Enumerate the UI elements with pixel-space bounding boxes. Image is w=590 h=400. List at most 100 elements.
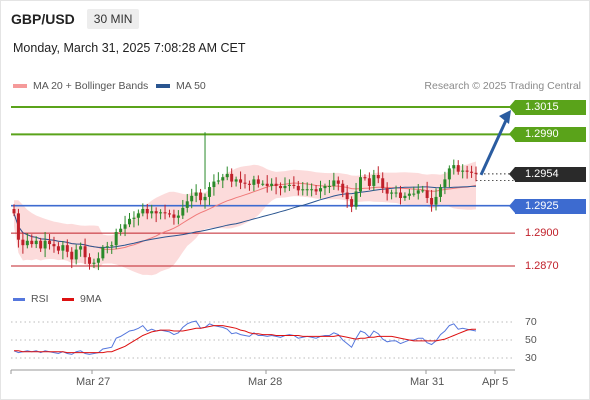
candle-body bbox=[323, 185, 327, 189]
candle-body bbox=[465, 170, 469, 172]
x-axis bbox=[10, 369, 515, 374]
candle-body bbox=[190, 195, 194, 202]
candle-body bbox=[163, 212, 167, 214]
candle-body bbox=[403, 195, 407, 199]
candle-body bbox=[310, 189, 314, 191]
ma20-swatch bbox=[13, 84, 27, 88]
candle-body bbox=[159, 212, 163, 214]
candle-body bbox=[385, 188, 389, 194]
projection-arrow bbox=[479, 110, 511, 176]
candle-body bbox=[434, 196, 438, 205]
ma9-legend-label: 9MA bbox=[80, 293, 102, 305]
candle-body bbox=[145, 208, 149, 214]
candle-body bbox=[70, 251, 74, 260]
candle-body bbox=[367, 178, 371, 186]
candle-body bbox=[296, 185, 300, 191]
candle-body bbox=[287, 184, 291, 186]
candle-body bbox=[61, 245, 65, 251]
candle-body bbox=[283, 185, 287, 189]
candle-body bbox=[301, 189, 305, 191]
candle-body bbox=[407, 193, 411, 196]
candle-body bbox=[181, 207, 185, 216]
current-price-tag: 1.2954 bbox=[509, 167, 586, 182]
level-label-s2: 1.2900 bbox=[525, 227, 559, 239]
candle-body bbox=[319, 188, 323, 192]
candle-body bbox=[421, 190, 425, 192]
level-tag-r2: 1.3015 bbox=[509, 100, 586, 115]
candle-body bbox=[194, 192, 198, 196]
candle-body bbox=[398, 192, 402, 199]
candle-body bbox=[203, 196, 207, 201]
candle-body bbox=[279, 185, 283, 189]
chart-header: GBP/USD 30 MIN bbox=[11, 9, 140, 29]
candle-body bbox=[390, 192, 394, 194]
x-label-mar27: Mar 27 bbox=[76, 376, 111, 388]
candle-body bbox=[141, 208, 145, 214]
candle-body bbox=[394, 192, 398, 194]
candle-body bbox=[176, 215, 180, 218]
candle-body bbox=[114, 232, 118, 246]
candle-body bbox=[461, 170, 465, 172]
candle-body bbox=[172, 214, 176, 218]
candles bbox=[12, 132, 478, 271]
candle-body bbox=[336, 180, 340, 184]
moving-averages bbox=[13, 182, 477, 250]
candle-body bbox=[314, 189, 318, 192]
ma50-line bbox=[13, 185, 477, 248]
candle-body bbox=[341, 183, 345, 193]
candle-body bbox=[79, 246, 83, 250]
candle-body bbox=[381, 178, 385, 189]
x-label-mar31: Mar 31 bbox=[410, 376, 445, 388]
candle-body bbox=[39, 240, 43, 249]
candle-body bbox=[359, 177, 362, 192]
candle-body bbox=[345, 192, 349, 200]
candle-body bbox=[327, 185, 331, 187]
candle-body bbox=[212, 181, 216, 188]
timeframe-button[interactable]: 30 MIN bbox=[86, 9, 140, 29]
candle-body bbox=[452, 165, 456, 169]
rsi-ma-line bbox=[14, 325, 476, 354]
candle-body bbox=[105, 246, 109, 248]
candle-body bbox=[132, 217, 136, 219]
candle-body bbox=[270, 183, 274, 186]
candle-body bbox=[247, 183, 251, 185]
candle-body bbox=[12, 208, 16, 214]
candle-body bbox=[474, 172, 478, 174]
candle-body bbox=[52, 244, 56, 247]
candle-body bbox=[354, 191, 358, 207]
candle-body bbox=[65, 245, 69, 252]
candle-body bbox=[167, 213, 171, 215]
candle-body bbox=[265, 183, 269, 186]
level-tag-s1: 1.2925 bbox=[509, 199, 586, 214]
legend-ma20: MA 20 + Bollinger Bands bbox=[13, 80, 148, 92]
candle-body bbox=[230, 173, 234, 182]
candle-body bbox=[372, 174, 376, 186]
candle-body bbox=[225, 173, 229, 178]
ma20-legend-label: MA 20 + Bollinger Bands bbox=[33, 80, 149, 92]
rsi-panel bbox=[11, 320, 515, 359]
candle-body bbox=[443, 179, 447, 188]
rsi-legend-label: RSI bbox=[31, 293, 49, 305]
rsi-swatch bbox=[13, 297, 25, 301]
ma50-legend-label: MA 50 bbox=[176, 80, 206, 92]
projection-arrow-shaft bbox=[479, 115, 510, 176]
candle-body bbox=[150, 211, 154, 214]
candle-body bbox=[30, 240, 34, 245]
candle-body bbox=[21, 239, 25, 246]
ma50-swatch bbox=[156, 84, 170, 88]
candle-body bbox=[416, 190, 420, 194]
candle-body bbox=[16, 213, 20, 240]
credit-text: Research © 2025 Trading Central bbox=[424, 80, 581, 92]
candle-body bbox=[412, 193, 416, 195]
candle-body bbox=[83, 246, 87, 258]
candle-body bbox=[96, 258, 100, 263]
candle-body bbox=[48, 240, 52, 245]
ma9-swatch bbox=[62, 297, 74, 301]
candle-body bbox=[350, 199, 354, 207]
candle-body bbox=[305, 189, 309, 191]
candle-body bbox=[332, 180, 336, 186]
candle-body bbox=[430, 198, 434, 205]
candle-body bbox=[56, 246, 60, 251]
candle-body bbox=[234, 179, 238, 182]
